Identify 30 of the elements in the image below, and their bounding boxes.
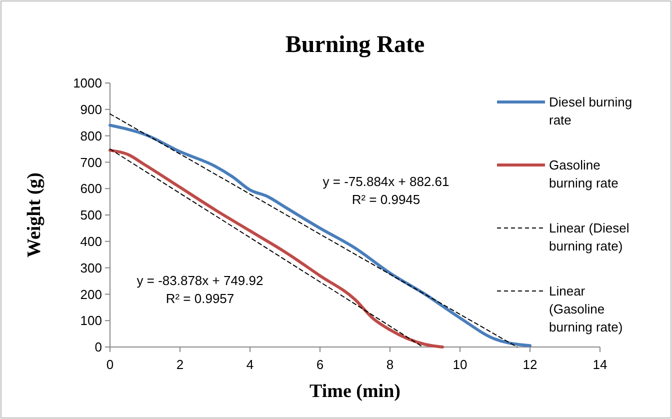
annotation: y = -83.878x + 749.92 [136,273,264,288]
x-tick-label: 6 [316,357,324,372]
legend-label: Diesel burning rate [549,94,632,128]
x-axis-title: Time (min) [310,381,400,402]
legend-label: Linear (Diesel burning rate) [549,220,630,254]
y-tick-label: 900 [80,102,102,117]
y-tick-label: 400 [80,234,102,249]
annotation: R² = 0.9957 [166,291,234,306]
y-tick-label: 300 [80,260,102,276]
annotation: y = -75.884x + 882.61 [322,174,450,189]
chart-title: Burning Rate [285,32,426,58]
legend-label: Linear (Gasoline burning rate) [549,284,623,335]
y-tick-label: 200 [80,286,102,302]
y-tick-label: 800 [80,128,102,144]
x-tick-label: 0 [106,357,114,372]
y-tick-label: 500 [80,208,102,223]
x-tick-label: 14 [592,357,608,372]
y-tick-label: 100 [80,313,102,328]
annotation: R² = 0.9945 [352,192,420,207]
x-tick-label: 8 [386,357,394,372]
y-tick-label: 700 [80,154,102,170]
legend-label: Gasoline burning rate [549,158,618,191]
y-tick-label: 0 [94,340,102,355]
x-tick-label: 2 [176,357,184,372]
x-tick-label: 4 [246,357,254,372]
y-tick-label: 600 [80,181,102,196]
x-tick-label: 10 [452,357,468,372]
x-tick-label: 12 [522,357,538,372]
y-axis-title: Weight (g) [24,172,45,258]
y-tick-label: 1000 [73,76,102,91]
